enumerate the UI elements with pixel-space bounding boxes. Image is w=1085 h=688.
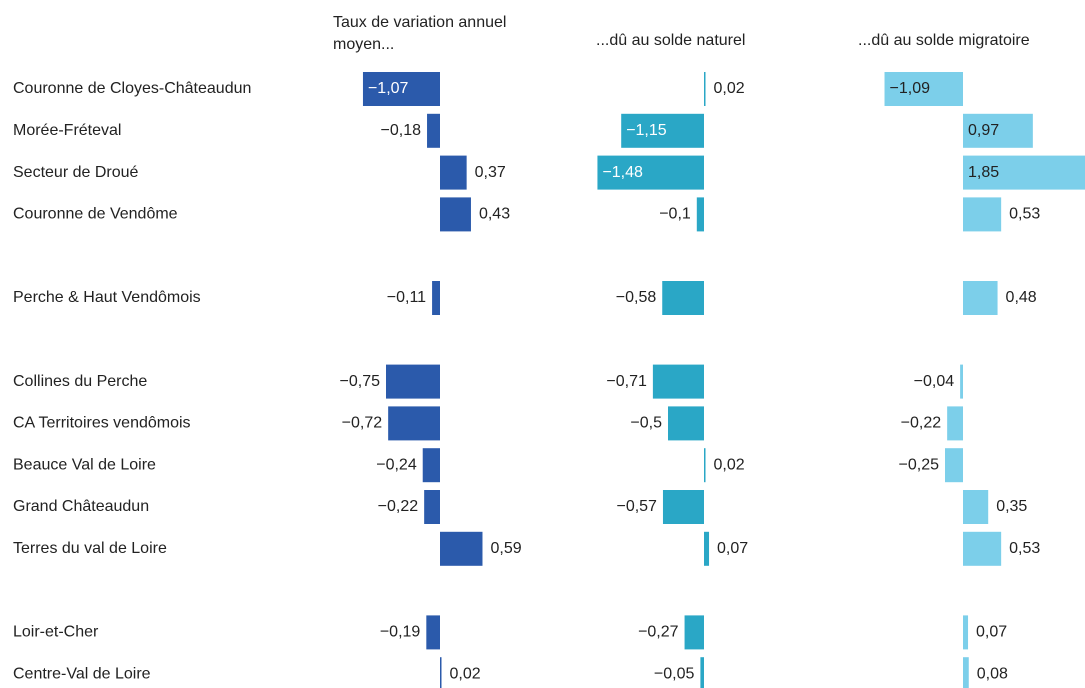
panel-header: ...dû au solde naturel: [596, 32, 746, 49]
value-label: −0,22: [378, 498, 419, 515]
value-label: −1,07: [368, 80, 409, 97]
bar: [424, 490, 440, 524]
bar: [362, 72, 440, 106]
bar: [963, 657, 969, 688]
category-label: Beauce Val de Loire: [13, 456, 156, 473]
value-label: −1,15: [626, 122, 667, 139]
value-label: 0,37: [475, 164, 506, 181]
category-label: Loir-et-Cher: [13, 624, 99, 641]
value-label: −0,05: [654, 665, 695, 682]
value-label: −1,48: [602, 164, 643, 181]
bar: [963, 490, 989, 524]
value-label: −0,71: [606, 373, 647, 390]
category-label: CA Territoires vendômois: [13, 415, 191, 432]
bar: [668, 406, 704, 441]
bar: [440, 155, 467, 190]
category-label: Secteur de Droué: [13, 164, 139, 181]
value-label: 0,97: [968, 122, 999, 139]
value-label: 0,53: [1009, 206, 1040, 223]
value-label: −0,11: [387, 289, 426, 306]
value-label: −0,75: [340, 373, 381, 390]
value-label: 0,48: [1006, 289, 1037, 306]
category-label: Collines du Perche: [13, 373, 147, 390]
category-label: Centre-Val de Loire: [13, 665, 151, 682]
value-label: −0,5: [630, 415, 662, 432]
value-label: −0,24: [376, 456, 417, 473]
value-label: −0,57: [616, 498, 657, 515]
bar: [440, 197, 471, 232]
category-label: Couronne de Vendôme: [13, 206, 178, 223]
bar: [662, 281, 704, 315]
value-label: −0,04: [914, 373, 955, 390]
bar: [704, 72, 706, 106]
bar: [696, 197, 704, 232]
value-label: 0,02: [714, 456, 745, 473]
bar: [704, 531, 710, 566]
bar: [700, 657, 704, 688]
bar: [386, 364, 440, 399]
value-label: 0,35: [996, 498, 1027, 515]
value-label: 0,02: [450, 665, 481, 682]
value-label: −0,25: [899, 456, 940, 473]
value-label: 0,59: [490, 540, 521, 557]
category-label: Couronne de Cloyes-Châteaudun: [13, 80, 251, 97]
bar: [388, 406, 440, 441]
bar: [426, 615, 440, 650]
value-label: −0,27: [638, 624, 679, 641]
bar: [963, 113, 1033, 148]
category-label: Perche & Haut Vendômois: [13, 289, 201, 306]
value-label: 0,08: [977, 665, 1008, 682]
value-label: 0,02: [714, 80, 745, 97]
bar: [597, 155, 704, 190]
category-label: Morée-Fréteval: [13, 122, 121, 139]
panel-header: Taux de variation annuel moyen...: [333, 14, 507, 53]
bar: [662, 490, 704, 524]
bar: [947, 406, 963, 441]
bar: [960, 364, 963, 399]
bar: [684, 615, 704, 650]
bar: [963, 615, 969, 650]
value-label: −0,18: [381, 122, 422, 139]
value-label: 0,43: [479, 206, 510, 223]
category-label: Grand Châteaudun: [13, 498, 149, 515]
panel-header: ...dû au solde migratoire: [858, 32, 1030, 49]
value-label: −0,22: [901, 415, 942, 432]
value-label: −0,19: [380, 624, 421, 641]
bar: [884, 72, 963, 106]
value-label: −0,58: [616, 289, 657, 306]
bar: [963, 281, 998, 315]
value-label: 1,85: [968, 164, 999, 181]
value-label: −0,72: [342, 415, 383, 432]
value-label: −1,09: [890, 80, 931, 97]
bar: [945, 448, 963, 483]
bar: [440, 657, 442, 688]
bar: [621, 113, 704, 148]
bar: [704, 448, 706, 483]
value-label: −0,1: [659, 206, 691, 223]
value-label: 0,07: [976, 624, 1007, 641]
value-label: 0,07: [717, 540, 748, 557]
bar: [963, 197, 1002, 232]
bar: [427, 113, 440, 148]
value-label: 0,53: [1009, 540, 1040, 557]
bar: [422, 448, 440, 483]
bar: [432, 281, 440, 315]
category-label: Terres du val de Loire: [13, 540, 167, 557]
bar: [440, 531, 483, 566]
bar: [652, 364, 704, 399]
bar: [963, 155, 1085, 190]
bar: [963, 531, 1002, 566]
